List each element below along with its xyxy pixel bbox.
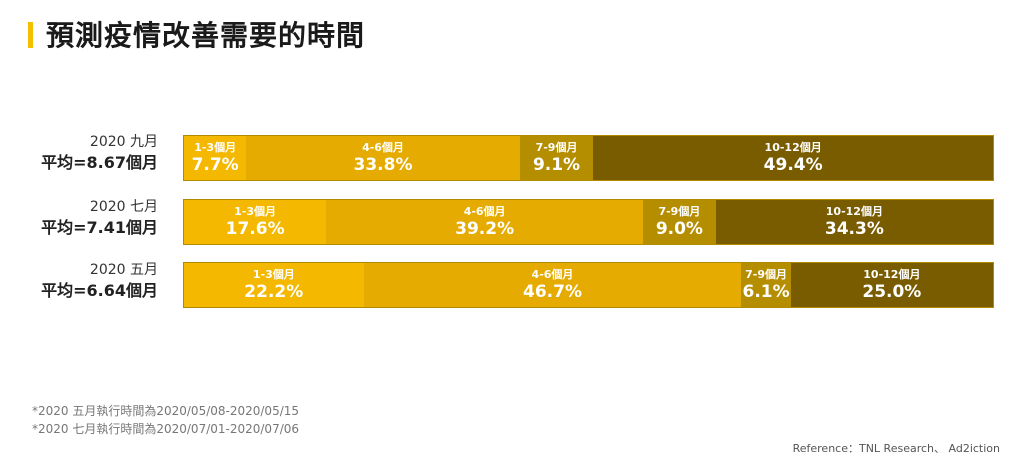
row-average: 平均=6.64個月 bbox=[41, 281, 158, 300]
stacked-bar: 1-3個月 17.6% 4-6個月 39.2% 7-9個月 9.0% 10-12個月 34.3… bbox=[183, 199, 994, 245]
row-period: 2020 九月 bbox=[89, 134, 158, 150]
bar-segment: 10-12個月 34.3% bbox=[715, 200, 993, 244]
row-period: 2020 七月 bbox=[89, 199, 158, 215]
stacked-bar: 1-3個月 7.7% 4-6個月 33.8% 7-9個月 9.1% 10-12個月 49.4% bbox=[183, 135, 994, 181]
bar-segment: 10-12個月 25.0% bbox=[790, 263, 993, 307]
segment-value-label: 17.6% bbox=[225, 218, 285, 239]
segment-category-label: 4-6個月 bbox=[463, 204, 506, 218]
segment-value-label: 7.7% bbox=[191, 154, 239, 175]
bar-segment: 10-12個月 49.4% bbox=[593, 136, 993, 180]
segment-value-label: 33.8% bbox=[353, 154, 413, 175]
segment-value-label: 46.7% bbox=[523, 281, 582, 302]
segment-category-label: 7-9個月 bbox=[535, 140, 578, 154]
title-accent-bar bbox=[28, 22, 33, 48]
bar-segment: 7-9個月 9.0% bbox=[643, 200, 716, 244]
segment-category-label: 1-3個月 bbox=[234, 204, 277, 218]
row-label: 2020 九月平均=8.67個月 bbox=[0, 132, 158, 174]
segment-category-label: 7-9個月 bbox=[658, 204, 701, 218]
bar-segment: 4-6個月 33.8% bbox=[246, 136, 520, 180]
footnote-july: *2020 七月執行時間為2020/07/01-2020/07/06 bbox=[32, 422, 300, 436]
segment-category-label: 1-3個月 bbox=[252, 267, 295, 281]
segment-category-label: 10-12個月 bbox=[863, 267, 921, 281]
row-average: 平均=8.67個月 bbox=[41, 153, 158, 172]
bar-segment: 1-3個月 17.6% bbox=[184, 200, 327, 244]
segment-category-label: 4-6個月 bbox=[531, 267, 574, 281]
segment-category-label: 1-3個月 bbox=[194, 140, 237, 154]
row-label: 2020 七月平均=7.41個月 bbox=[0, 197, 158, 239]
row-average: 平均=7.41個月 bbox=[41, 218, 158, 237]
row-period: 2020 五月 bbox=[89, 262, 158, 278]
bar-segment: 7-9個月 9.1% bbox=[519, 136, 594, 180]
segment-category-label: 7-9個月 bbox=[745, 267, 787, 281]
segment-value-label: 25.0% bbox=[862, 281, 922, 302]
segment-value-label: 49.4% bbox=[763, 154, 823, 175]
chart-title: 預測疫情改善需要的時間 bbox=[46, 19, 366, 52]
bar-segment: 1-3個月 7.7% bbox=[184, 136, 247, 180]
stacked-bar: 1-3個月 22.2% 4-6個月 46.7% 7-9個月 6.1% 10-12個月 25.0… bbox=[183, 262, 994, 308]
segment-value-label: 22.2% bbox=[244, 281, 304, 302]
footnote-may: *2020 五月執行時間為2020/05/08-2020/05/15 bbox=[32, 404, 300, 418]
bar-segment: 1-3個月 22.2% bbox=[184, 263, 364, 307]
segment-category-label: 10-12個月 bbox=[764, 140, 822, 154]
segment-value-label: 9.0% bbox=[655, 218, 703, 239]
segment-category-label: 10-12個月 bbox=[825, 204, 883, 218]
bar-segment: 7-9個月 6.1% bbox=[741, 263, 791, 307]
segment-value-label: 39.2% bbox=[455, 218, 515, 239]
segment-value-label: 9.1% bbox=[532, 154, 581, 175]
segment-value-label: 34.3% bbox=[824, 218, 884, 239]
row-label: 2020 五月平均=6.64個月 bbox=[0, 260, 158, 302]
bar-segment: 4-6個月 46.7% bbox=[363, 263, 742, 307]
reference-note: Reference：TNL Research、 Ad2iction bbox=[792, 442, 1000, 455]
bar-segment: 4-6個月 39.2% bbox=[326, 200, 644, 244]
segment-value-label: 6.1% bbox=[742, 281, 790, 302]
segment-category-label: 4-6個月 bbox=[362, 140, 404, 154]
